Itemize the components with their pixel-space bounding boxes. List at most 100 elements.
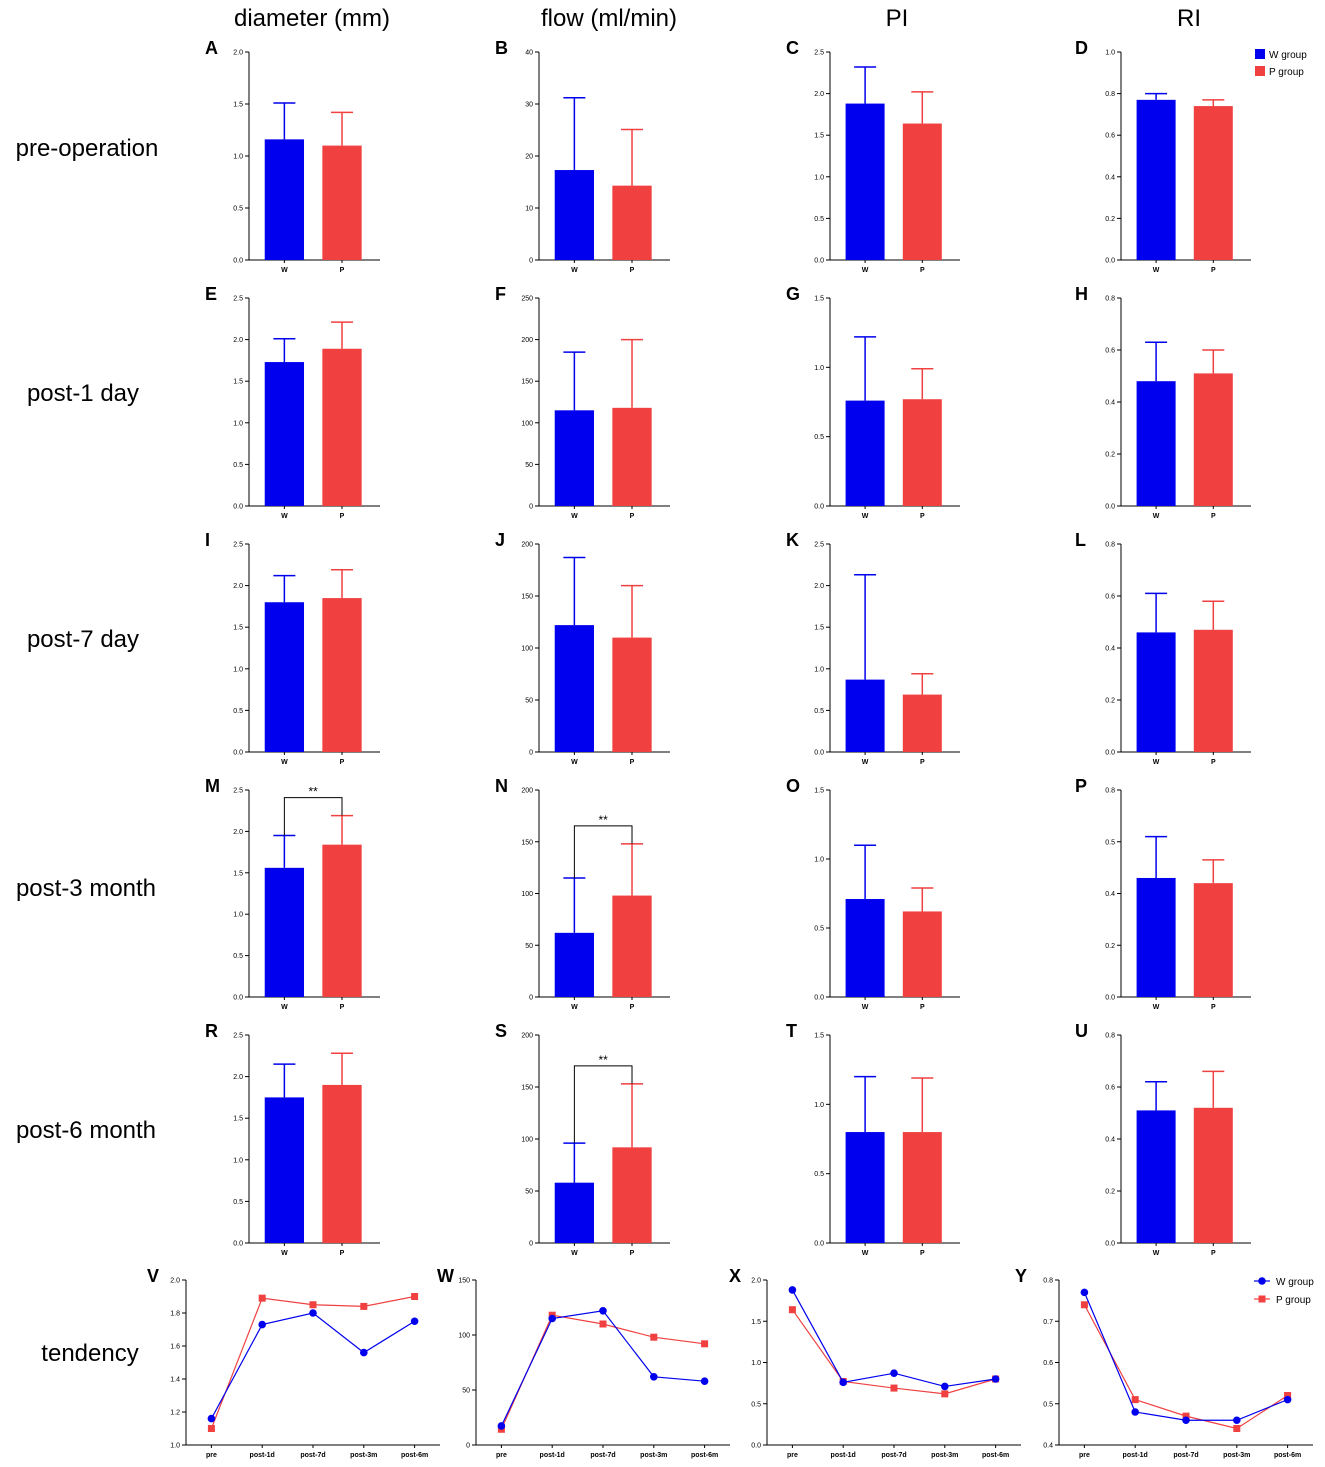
panel-label-o: O [786, 776, 800, 796]
point-w-p-4 [701, 1340, 709, 1348]
bar-o-p [902, 911, 942, 997]
x-tick-label-i-w: W [281, 759, 288, 766]
panel-u: U 0.0 0.2 0.4 0.6 0.8 W P [1075, 1021, 1251, 1257]
panel-x: X 0.0 0.5 1.0 1.5 2.0 pre post-1d post-7d post-3m… [729, 1266, 1021, 1459]
y-tick-label-d-4: 0.8 [1105, 91, 1115, 98]
x-tick-label-g-w: W [862, 513, 869, 520]
panel-label-n: N [495, 776, 508, 796]
panel-label-k: K [786, 530, 799, 550]
y-tick-label-n-3: 150 [521, 839, 533, 846]
y-tick-label-k-0: 0.0 [814, 750, 824, 757]
panel-label-c: C [786, 38, 799, 58]
y-tick-label-x-0: 0.0 [751, 1443, 761, 1450]
x-tick-label-m-w: W [281, 1004, 288, 1011]
panel-m: M 0.0 0.5 1.0 1.5 2.0 2.5 W P ** [205, 776, 380, 1011]
x-tick-label-y-0: pre [1079, 1452, 1090, 1459]
x-tick-label-c-w: W [862, 267, 869, 274]
y-tick-label-m-2: 1.0 [233, 912, 243, 919]
point-x-p-3 [941, 1390, 949, 1398]
row-title-post-1-day: post-1 day [27, 380, 139, 407]
x-tick-label-v-3: post-3m [350, 1452, 377, 1459]
y-tick-label-e-3: 1.5 [233, 379, 243, 386]
y-tick-label-r-5: 2.5 [233, 1033, 243, 1040]
bar-c-w [845, 103, 885, 260]
y-tick-label-u-3: 0.6 [1105, 1085, 1115, 1092]
x-tick-label-u-w: W [1153, 1250, 1160, 1257]
y-tick-label-v-2: 1.4 [170, 1377, 180, 1384]
y-tick-label-m-4: 2.0 [233, 829, 243, 836]
x-tick-label-w-3: post-3m [640, 1452, 667, 1459]
column-title-pi: PI [886, 5, 909, 32]
y-tick-label-b-0: 0 [529, 258, 533, 265]
point-v-p-4 [411, 1293, 419, 1300]
x-tick-label-b-p: P [630, 267, 635, 274]
y-tick-label-i-0: 0.0 [233, 750, 243, 757]
y-tick-label-v-3: 1.6 [170, 1344, 180, 1351]
bar-k-w [845, 679, 885, 752]
point-v-p-3 [360, 1302, 368, 1310]
panel-w: W 0 50 100 150 pre post-1d post-7d post-3m post-6… [437, 1266, 730, 1459]
bar-g-w [845, 400, 885, 506]
panel-label-g: G [786, 284, 800, 304]
y-tick-label-o-0: 0.0 [814, 995, 824, 1002]
y-tick-label-c-3: 1.5 [814, 133, 824, 140]
y-tick-label-y-2: 0.6 [1043, 1360, 1053, 1367]
y-tick-label-r-4: 2.0 [233, 1074, 243, 1081]
x-tick-label-n-w: W [571, 1004, 578, 1011]
bar-m-w [264, 867, 305, 997]
x-tick-label-d-w: W [1153, 267, 1160, 274]
y-tick-label-x-3: 1.5 [751, 1319, 761, 1326]
panel-label-h: H [1075, 284, 1088, 304]
significance-label-s: ** [599, 1053, 609, 1067]
bar-e-w [264, 362, 305, 506]
x-tick-label-j-p: P [630, 759, 635, 766]
y-tick-label-a-0: 0.0 [233, 258, 243, 265]
column-titles: diameter (mm) flow (ml/min) PI RI [234, 5, 1201, 32]
x-tick-label-m-p: P [340, 1004, 345, 1011]
bar-a-p [322, 145, 362, 260]
x-tick-label-o-p: P [920, 1004, 925, 1011]
y-tick-label-x-4: 2.0 [751, 1278, 761, 1285]
x-tick-label-p-w: W [1153, 1004, 1160, 1011]
y-tick-label-l-2: 0.4 [1105, 646, 1115, 653]
y-tick-label-l-4: 0.8 [1105, 542, 1115, 549]
x-tick-label-f-p: P [630, 513, 635, 520]
panel-label-w: W [437, 1266, 454, 1286]
x-tick-label-u-p: P [1211, 1250, 1216, 1257]
y-tick-label-c-2: 1.0 [814, 174, 824, 181]
bar-h-p [1193, 373, 1233, 506]
y-tick-label-x-1: 0.5 [751, 1401, 761, 1408]
point-x-w-0 [788, 1286, 797, 1294]
y-tick-label-s-2: 100 [521, 1137, 533, 1144]
y-tick-label-w-3: 150 [458, 1278, 470, 1285]
y-tick-label-b-2: 20 [525, 154, 533, 161]
y-tick-label-e-2: 1.0 [233, 420, 243, 427]
bar-i-p [322, 598, 362, 752]
y-tick-label-v-0: 1.0 [170, 1443, 180, 1450]
y-tick-label-p-2: 0.4 [1105, 891, 1115, 898]
y-tick-label-o-3: 1.5 [814, 788, 824, 795]
x-tick-label-y-1: post-1d [1123, 1452, 1148, 1459]
x-tick-label-k-w: W [862, 759, 869, 766]
y-tick-label-n-4: 200 [521, 788, 533, 795]
y-tick-label-b-1: 10 [525, 206, 533, 213]
y-tick-label-f-5: 250 [521, 296, 533, 303]
y-tick-label-l-1: 0.2 [1105, 698, 1115, 705]
x-tick-label-w-2: post-7d [590, 1452, 615, 1459]
bar-o-w [845, 899, 885, 997]
point-v-p-2 [309, 1301, 317, 1309]
panel-label-i: I [205, 530, 210, 550]
panel-n: N 0 50 100 150 200 W P ** [495, 776, 670, 1011]
y-tick-label-x-2: 1.0 [751, 1360, 761, 1367]
y-tick-label-v-5: 2.0 [170, 1278, 180, 1285]
x-tick-label-y-3: post-3m [1223, 1452, 1250, 1459]
y-tick-label-s-0: 0 [529, 1241, 533, 1248]
panel-label-b: B [495, 38, 508, 58]
legend-line-p-label: P group [1276, 1295, 1311, 1306]
bar-d-p [1193, 106, 1233, 260]
point-v-w-1 [258, 1320, 267, 1329]
y-tick-label-a-1: 0.5 [233, 206, 243, 213]
y-tick-label-t-1: 0.5 [814, 1171, 824, 1178]
x-tick-label-o-w: W [862, 1004, 869, 1011]
x-tick-label-x-2: post-7d [881, 1452, 906, 1459]
